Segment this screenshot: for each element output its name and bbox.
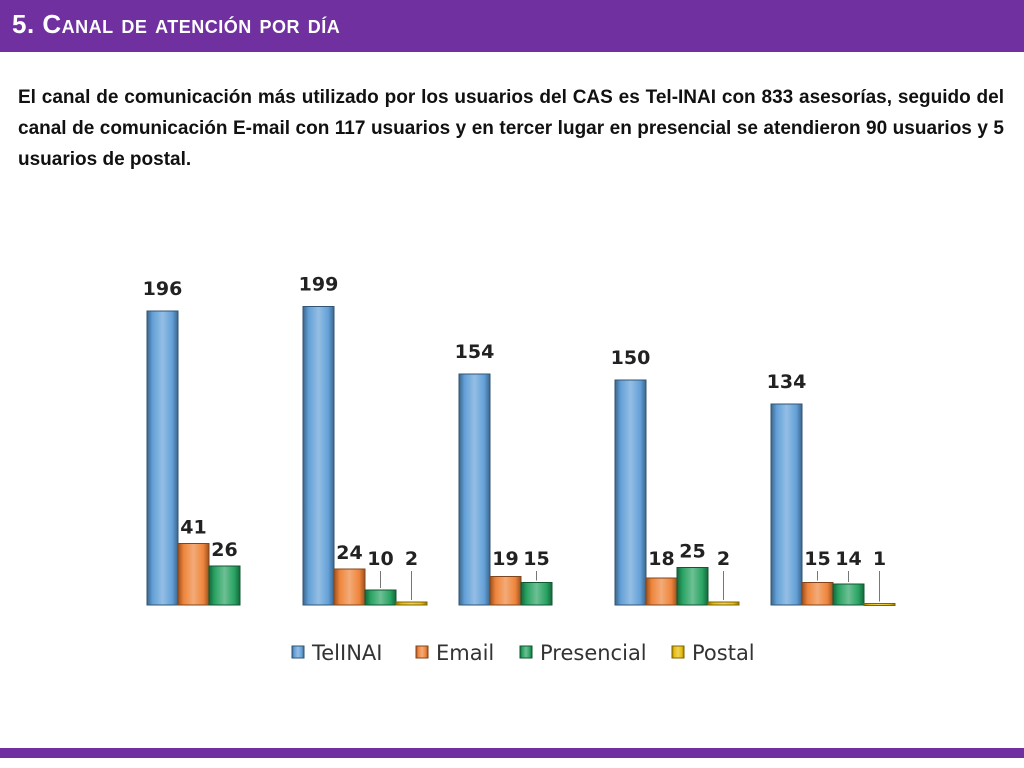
page-title: 5. Canal de atención por día	[12, 9, 341, 39]
bottom-bar	[0, 748, 1024, 758]
bar-telinai-5	[770, 403, 803, 606]
data-label-email-5: 15	[804, 548, 830, 570]
legend-swatch-postal	[671, 645, 685, 659]
bar-presencial-1	[208, 565, 241, 606]
data-label-telinai-1: 196	[143, 278, 183, 300]
data-label-telinai-5: 134	[767, 371, 807, 393]
legend-swatch-presencial	[519, 645, 533, 659]
bar-telinai-3	[458, 373, 491, 606]
bar-postal-4	[707, 601, 740, 606]
legend-label-presencial: Presencial	[540, 641, 647, 665]
description-paragraph: El canal de comunicación más utilizado p…	[18, 87, 1004, 170]
bars-layer	[146, 306, 896, 606]
legend-swatch-telinai	[291, 645, 305, 659]
data-label-telinai-3: 154	[455, 341, 495, 363]
bar-presencial-5	[832, 583, 865, 606]
data-label-presencial-4: 25	[679, 541, 705, 563]
data-label-presencial-2: 10	[367, 548, 393, 570]
data-label-email-4: 18	[648, 548, 674, 570]
bar-telinai-2	[302, 306, 335, 606]
bar-telinai-4	[614, 379, 647, 606]
bar-presencial-3	[520, 582, 553, 606]
bar-telinai-1	[146, 310, 179, 606]
data-label-postal-5: 1	[873, 548, 886, 570]
legend-swatch-email	[415, 645, 429, 659]
legend-label-postal: Postal	[692, 641, 755, 665]
data-label-presencial-3: 15	[523, 548, 549, 570]
data-label-presencial-1: 26	[211, 539, 237, 561]
bar-presencial-2	[364, 589, 397, 606]
legend-label-telinai: TelINAI	[311, 641, 382, 665]
bar-email-4	[645, 577, 678, 606]
data-label-postal-2: 2	[405, 548, 418, 570]
data-label-email-3: 19	[492, 548, 518, 570]
data-label-telinai-4: 150	[611, 347, 651, 369]
title-bar: 5. Canal de atención por día	[0, 0, 1024, 52]
bar-presencial-4	[676, 567, 709, 606]
data-label-postal-4: 2	[717, 548, 730, 570]
data-label-email-1: 41	[180, 517, 206, 539]
bar-email-5	[801, 582, 834, 606]
data-label-telinai-2: 199	[299, 274, 339, 296]
data-label-presencial-5: 14	[835, 548, 861, 570]
bar-postal-2	[395, 601, 428, 606]
legend-label-email: Email	[436, 641, 494, 665]
bar-email-1	[177, 543, 210, 606]
bar-email-2	[333, 568, 366, 606]
data-label-email-2: 24	[336, 542, 362, 564]
bar-email-3	[489, 576, 522, 606]
bar-postal-5	[863, 603, 896, 606]
chart-legend: TelINAI Email Presencial Postal	[291, 641, 755, 665]
